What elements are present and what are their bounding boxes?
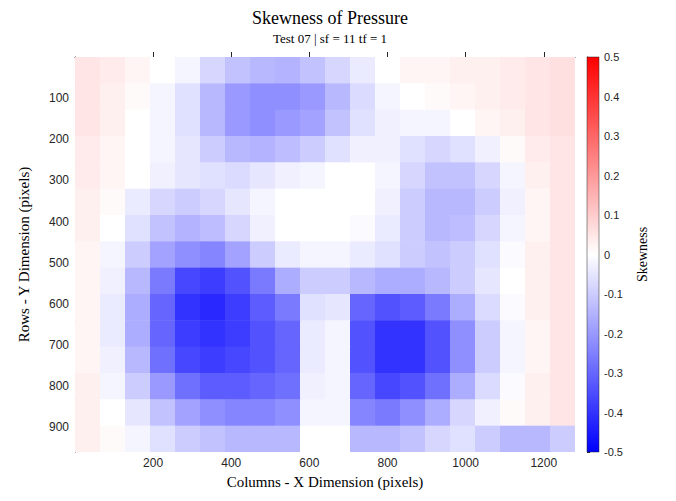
svg-text:0: 0 xyxy=(604,249,610,261)
svg-text:0.2: 0.2 xyxy=(604,170,619,182)
svg-text:300: 300 xyxy=(49,173,69,187)
svg-text:-0.3: -0.3 xyxy=(604,367,623,379)
svg-text:-0.4: -0.4 xyxy=(604,407,623,419)
svg-text:1200: 1200 xyxy=(530,456,557,470)
svg-text:0.1: 0.1 xyxy=(604,209,619,221)
svg-text:-0.5: -0.5 xyxy=(604,446,623,458)
svg-text:200: 200 xyxy=(49,132,69,146)
svg-text:400: 400 xyxy=(49,215,69,229)
svg-text:800: 800 xyxy=(377,456,397,470)
svg-text:-0.2: -0.2 xyxy=(604,328,623,340)
svg-text:900: 900 xyxy=(49,420,69,434)
svg-text:0.3: 0.3 xyxy=(604,130,619,142)
svg-text:1000: 1000 xyxy=(452,456,479,470)
svg-text:200: 200 xyxy=(143,456,163,470)
svg-text:800: 800 xyxy=(49,379,69,393)
svg-text:Skewness of Pressure: Skewness of Pressure xyxy=(252,8,408,28)
svg-text:0.4: 0.4 xyxy=(604,91,619,103)
svg-text:700: 700 xyxy=(49,338,69,352)
svg-text:Columns - X Dimension (pixels): Columns - X Dimension (pixels) xyxy=(227,474,424,491)
svg-text:500: 500 xyxy=(49,256,69,270)
svg-text:0.5: 0.5 xyxy=(604,51,619,63)
svg-text:400: 400 xyxy=(221,456,241,470)
svg-text:Rows - Y Dimension (pixels): Rows - Y Dimension (pixels) xyxy=(16,167,33,343)
svg-text:600: 600 xyxy=(299,456,319,470)
svg-text:100: 100 xyxy=(49,91,69,105)
svg-text:600: 600 xyxy=(49,297,69,311)
svg-text:Skewness: Skewness xyxy=(635,227,650,282)
svg-text:Test 07 | sf = 11 tf = 1: Test 07 | sf = 11 tf = 1 xyxy=(273,31,387,46)
svg-text:-0.1: -0.1 xyxy=(604,288,623,300)
